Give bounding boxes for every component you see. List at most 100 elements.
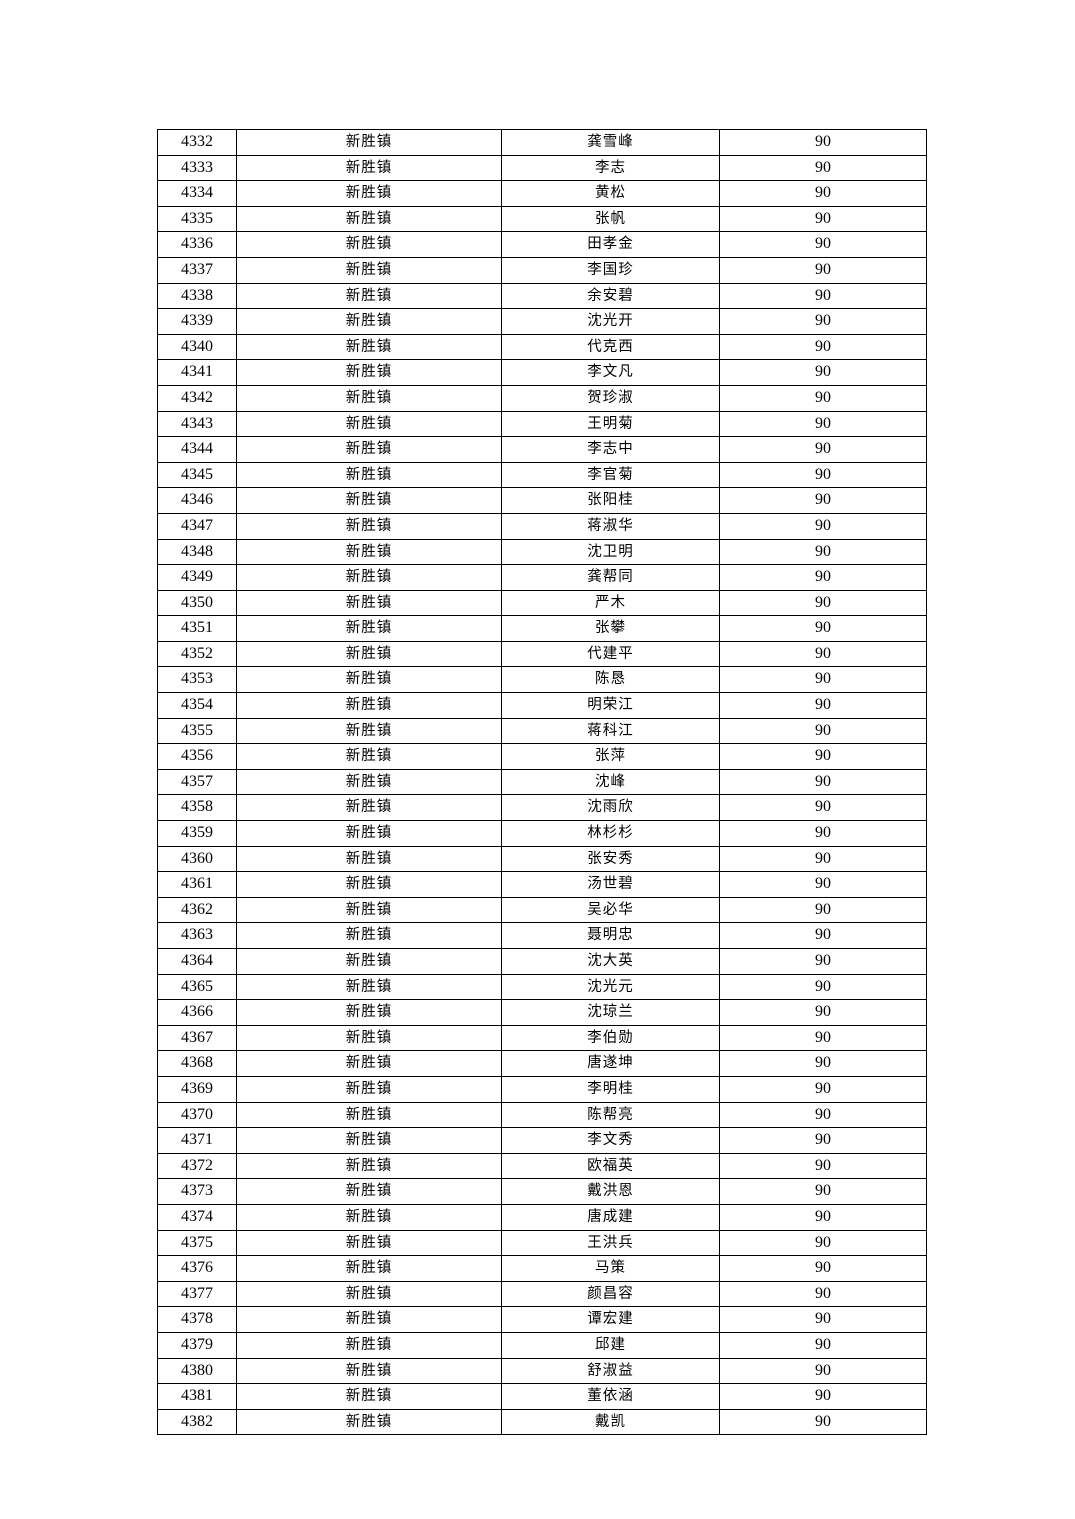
cell-sequence: 4348 [157, 538, 237, 566]
cell-score: 90 [719, 948, 927, 975]
cell-sequence: 4340 [157, 333, 237, 361]
cell-town: 新胜镇 [236, 717, 502, 745]
cell-sequence: 4353 [157, 666, 237, 694]
cell-score: 90 [719, 768, 927, 796]
cell-sequence: 4352 [157, 640, 237, 668]
cell-name: 严木 [501, 589, 720, 617]
cell-sequence: 4332 [157, 129, 237, 156]
table-row: 4379 新胜镇 邱建 90 [157, 1331, 927, 1359]
cell-name: 唐遂坤 [501, 1050, 720, 1077]
cell-name: 沈雨欣 [501, 794, 720, 822]
cell-name: 马策 [501, 1255, 720, 1282]
table-row: 4335 新胜镇 张帆 90 [157, 205, 927, 233]
cell-name: 汤世碧 [501, 871, 720, 898]
cell-town: 新胜镇 [236, 1331, 502, 1359]
cell-sequence: 4374 [157, 1203, 237, 1231]
cell-name: 李文凡 [501, 359, 720, 386]
cell-name: 舒淑益 [501, 1357, 720, 1385]
table-row: 4342 新胜镇 贺珍淑 90 [157, 384, 927, 412]
cell-sequence: 4341 [157, 359, 237, 386]
cell-score: 90 [719, 205, 927, 233]
cell-sequence: 4365 [157, 973, 237, 1001]
cell-score: 90 [719, 1178, 927, 1205]
cell-score: 90 [719, 1127, 927, 1154]
cell-town: 新胜镇 [236, 922, 502, 949]
cell-name: 沈光元 [501, 973, 720, 1001]
cell-name: 贺珍淑 [501, 384, 720, 412]
cell-name: 田孝金 [501, 231, 720, 258]
cell-score: 90 [719, 1383, 927, 1410]
cell-score: 90 [719, 1229, 927, 1257]
cell-town: 新胜镇 [236, 896, 502, 924]
cell-score: 90 [719, 436, 927, 463]
cell-score: 90 [719, 384, 927, 412]
cell-town: 新胜镇 [236, 845, 502, 873]
cell-town: 新胜镇 [236, 205, 502, 233]
cell-score: 90 [719, 871, 927, 898]
cell-sequence: 4378 [157, 1306, 237, 1333]
cell-name: 林杉杉 [501, 820, 720, 847]
cell-name: 张帆 [501, 205, 720, 233]
cell-name: 龚雪峰 [501, 129, 720, 156]
cell-town: 新胜镇 [236, 589, 502, 617]
cell-name: 王明菊 [501, 410, 720, 438]
cell-sequence: 4377 [157, 1280, 237, 1308]
cell-sequence: 4358 [157, 794, 237, 822]
cell-town: 新胜镇 [236, 1306, 502, 1333]
cell-sequence: 4366 [157, 999, 237, 1026]
table-row: 4341 新胜镇 李文凡 90 [157, 359, 927, 386]
table-row: 4355 新胜镇 蒋科江 90 [157, 717, 927, 745]
cell-sequence: 4345 [157, 461, 237, 489]
table-row: 4382 新胜镇 戴凯 90 [157, 1408, 927, 1436]
cell-name: 明荣江 [501, 692, 720, 719]
cell-name: 聂明忠 [501, 922, 720, 949]
cell-name: 张安秀 [501, 845, 720, 873]
table-row: 4364 新胜镇 沈大英 90 [157, 948, 927, 975]
cell-town: 新胜镇 [236, 487, 502, 514]
cell-name: 黄松 [501, 180, 720, 207]
cell-town: 新胜镇 [236, 129, 502, 156]
cell-sequence: 4357 [157, 768, 237, 796]
cell-score: 90 [719, 973, 927, 1001]
table-row: 4339 新胜镇 沈光开 90 [157, 308, 927, 335]
cell-town: 新胜镇 [236, 359, 502, 386]
cell-name: 戴洪恩 [501, 1178, 720, 1205]
cell-score: 90 [719, 1280, 927, 1308]
cell-sequence: 4337 [157, 256, 237, 284]
cell-town: 新胜镇 [236, 333, 502, 361]
cell-score: 90 [719, 1050, 927, 1077]
table-row: 4352 新胜镇 代建平 90 [157, 640, 927, 668]
table-row: 4359 新胜镇 林杉杉 90 [157, 820, 927, 847]
table-row: 4343 新胜镇 王明菊 90 [157, 410, 927, 438]
cell-name: 李伯勋 [501, 1024, 720, 1052]
cell-score: 90 [719, 717, 927, 745]
cell-town: 新胜镇 [236, 1357, 502, 1385]
cell-town: 新胜镇 [236, 666, 502, 694]
cell-score: 90 [719, 692, 927, 719]
cell-sequence: 4376 [157, 1255, 237, 1282]
cell-score: 90 [719, 333, 927, 361]
cell-town: 新胜镇 [236, 948, 502, 975]
cell-score: 90 [719, 1152, 927, 1180]
cell-sequence: 4370 [157, 1101, 237, 1129]
cell-score: 90 [719, 1075, 927, 1103]
cell-score: 90 [719, 1024, 927, 1052]
table-row: 4376 新胜镇 马策 90 [157, 1255, 927, 1282]
cell-score: 90 [719, 308, 927, 335]
cell-sequence: 4333 [157, 154, 237, 182]
table-row: 4368 新胜镇 唐遂坤 90 [157, 1050, 927, 1077]
cell-town: 新胜镇 [236, 1280, 502, 1308]
cell-town: 新胜镇 [236, 180, 502, 207]
cell-name: 张阳桂 [501, 487, 720, 514]
table-row: 4337 新胜镇 李国珍 90 [157, 256, 927, 284]
cell-town: 新胜镇 [236, 640, 502, 668]
cell-sequence: 4346 [157, 487, 237, 514]
table-row: 4353 新胜镇 陈恳 90 [157, 666, 927, 694]
cell-name: 蒋科江 [501, 717, 720, 745]
cell-score: 90 [719, 820, 927, 847]
cell-town: 新胜镇 [236, 1203, 502, 1231]
cell-score: 90 [719, 896, 927, 924]
cell-sequence: 4379 [157, 1331, 237, 1359]
cell-name: 沈峰 [501, 768, 720, 796]
